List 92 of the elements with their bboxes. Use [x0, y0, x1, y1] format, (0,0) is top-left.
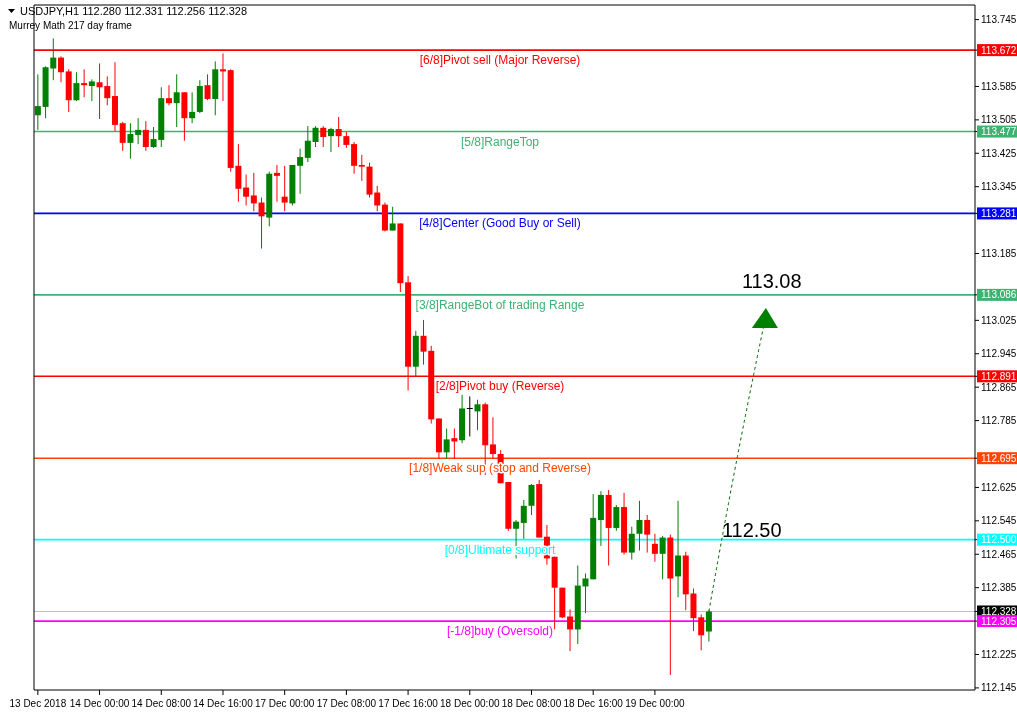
- annotation: 112.50: [721, 519, 782, 541]
- candlestick: [628, 526, 635, 561]
- candlestick: [142, 120, 149, 152]
- y-tick-label: 112.465: [981, 548, 1017, 560]
- candlestick: [304, 125, 311, 163]
- x-tick-label: 14 Dec 16:00: [193, 698, 254, 709]
- candlestick: [659, 535, 666, 580]
- text: Murrey Math 217 day frame: [9, 20, 133, 31]
- x-tick-label: 18 Dec 08:00: [501, 698, 562, 709]
- candlestick: [173, 73, 180, 128]
- x-tick-label: 14 Dec 00:00: [69, 698, 130, 709]
- y-tick-label: 112.891: [981, 370, 1017, 382]
- candlestick: [705, 609, 712, 643]
- y-tick-label: 113.505: [981, 114, 1017, 126]
- candlestick: [219, 52, 226, 102]
- candlestick: [258, 197, 265, 250]
- y-tick-label: 112.328: [981, 605, 1017, 617]
- candlestick: [327, 127, 334, 153]
- candlestick: [613, 504, 620, 532]
- ref-line-label: [-1/8]buy (Oversold): [446, 624, 554, 639]
- candlestick: [567, 608, 574, 652]
- candlestick: [81, 68, 88, 98]
- y-tick-label: 112.785: [981, 415, 1017, 427]
- candlestick: [698, 613, 705, 651]
- candlestick: [273, 164, 280, 203]
- candlestick: [189, 91, 196, 124]
- ref-line-label: [2/8]Pivot buy (Reverse): [435, 379, 565, 394]
- y-tick-label: 112.385: [981, 582, 1017, 594]
- candlestick: [58, 55, 64, 83]
- candlestick: [281, 165, 288, 212]
- candlestick: [204, 73, 211, 101]
- candlestick: [489, 416, 496, 460]
- y-tick-label: 112.865: [981, 381, 1017, 393]
- candlestick: [520, 499, 527, 540]
- y-tick-label: 113.086: [981, 289, 1017, 301]
- candlestick: [127, 122, 134, 160]
- candlestick: [466, 395, 474, 437]
- candlestick: [528, 483, 535, 516]
- y-tick-label: 113.745: [981, 14, 1017, 26]
- ref-line-label: [3/8]RangeBot of trading Range: [415, 297, 585, 312]
- candlestick: [335, 116, 342, 148]
- candlestick: [443, 428, 450, 460]
- x-tick-label: 18 Dec 16:00: [563, 698, 624, 709]
- candlestick: [389, 206, 396, 232]
- candlestick: [88, 78, 95, 102]
- candlestick: [474, 399, 481, 431]
- annotation: 113.08: [741, 270, 802, 292]
- y-tick-label: 112.945: [981, 348, 1017, 360]
- candlestick: [250, 172, 257, 212]
- y-tick-label: 113.672: [981, 44, 1017, 56]
- candlestick: [165, 84, 172, 106]
- x-tick-label: 17 Dec 16:00: [378, 698, 439, 709]
- candlestick: [451, 428, 458, 460]
- x-tick-label: 17 Dec 00:00: [254, 698, 315, 709]
- y-tick-label: 113.585: [981, 80, 1017, 92]
- y-tick-label: 113.477: [981, 126, 1017, 138]
- candlestick: [644, 514, 651, 554]
- y-tick-label: 112.545: [981, 515, 1017, 527]
- ref-line-label: [6/8]Pivot sell (Major Reverse): [419, 53, 581, 68]
- y-tick-label: 113.281: [981, 207, 1017, 219]
- candlestick: [636, 500, 643, 551]
- y-tick-label: 113.345: [981, 181, 1017, 193]
- y-tick-label: 112.305: [981, 615, 1017, 627]
- candlestick: [582, 572, 589, 614]
- chart-title: USDJPY,H1 112.280 112.331 112.256 112.328: [20, 5, 248, 17]
- ref-line-label: [4/8]Center (Good Buy or Sell): [419, 216, 581, 231]
- candlestick: [351, 141, 358, 175]
- candlestick: [34, 73, 41, 131]
- y-tick-label: 112.625: [981, 481, 1017, 493]
- ref-line-label: [5/8]RangeTop: [460, 134, 540, 149]
- candlestick: [358, 154, 365, 182]
- candlestick: [135, 117, 142, 145]
- candlestick: [312, 125, 319, 148]
- candlestick: [243, 174, 250, 206]
- y-tick-label: 112.695: [981, 452, 1017, 464]
- candlestick: [320, 125, 327, 148]
- x-tick-label: 13 Dec 2018: [9, 698, 67, 709]
- y-tick-label: 113.425: [981, 147, 1017, 159]
- x-tick-label: 14 Dec 08:00: [131, 698, 192, 709]
- y-tick-label: 113.185: [981, 248, 1017, 260]
- x-tick-label: 18 Dec 00:00: [440, 698, 500, 709]
- candlestick: [297, 148, 304, 195]
- candlestick: [675, 500, 682, 598]
- candlestick: [119, 121, 126, 152]
- y-tick-label: 112.225: [981, 649, 1017, 660]
- candlestick: [651, 533, 658, 563]
- y-tick-label: 112.500: [981, 534, 1017, 546]
- x-tick-label: 19 Dec 00:00: [625, 698, 686, 709]
- candlestick: [73, 71, 80, 102]
- y-tick-label: 113.025: [981, 314, 1017, 326]
- x-tick-label: 17 Dec 08:00: [316, 698, 377, 709]
- y-tick-label: 112.145: [981, 682, 1017, 694]
